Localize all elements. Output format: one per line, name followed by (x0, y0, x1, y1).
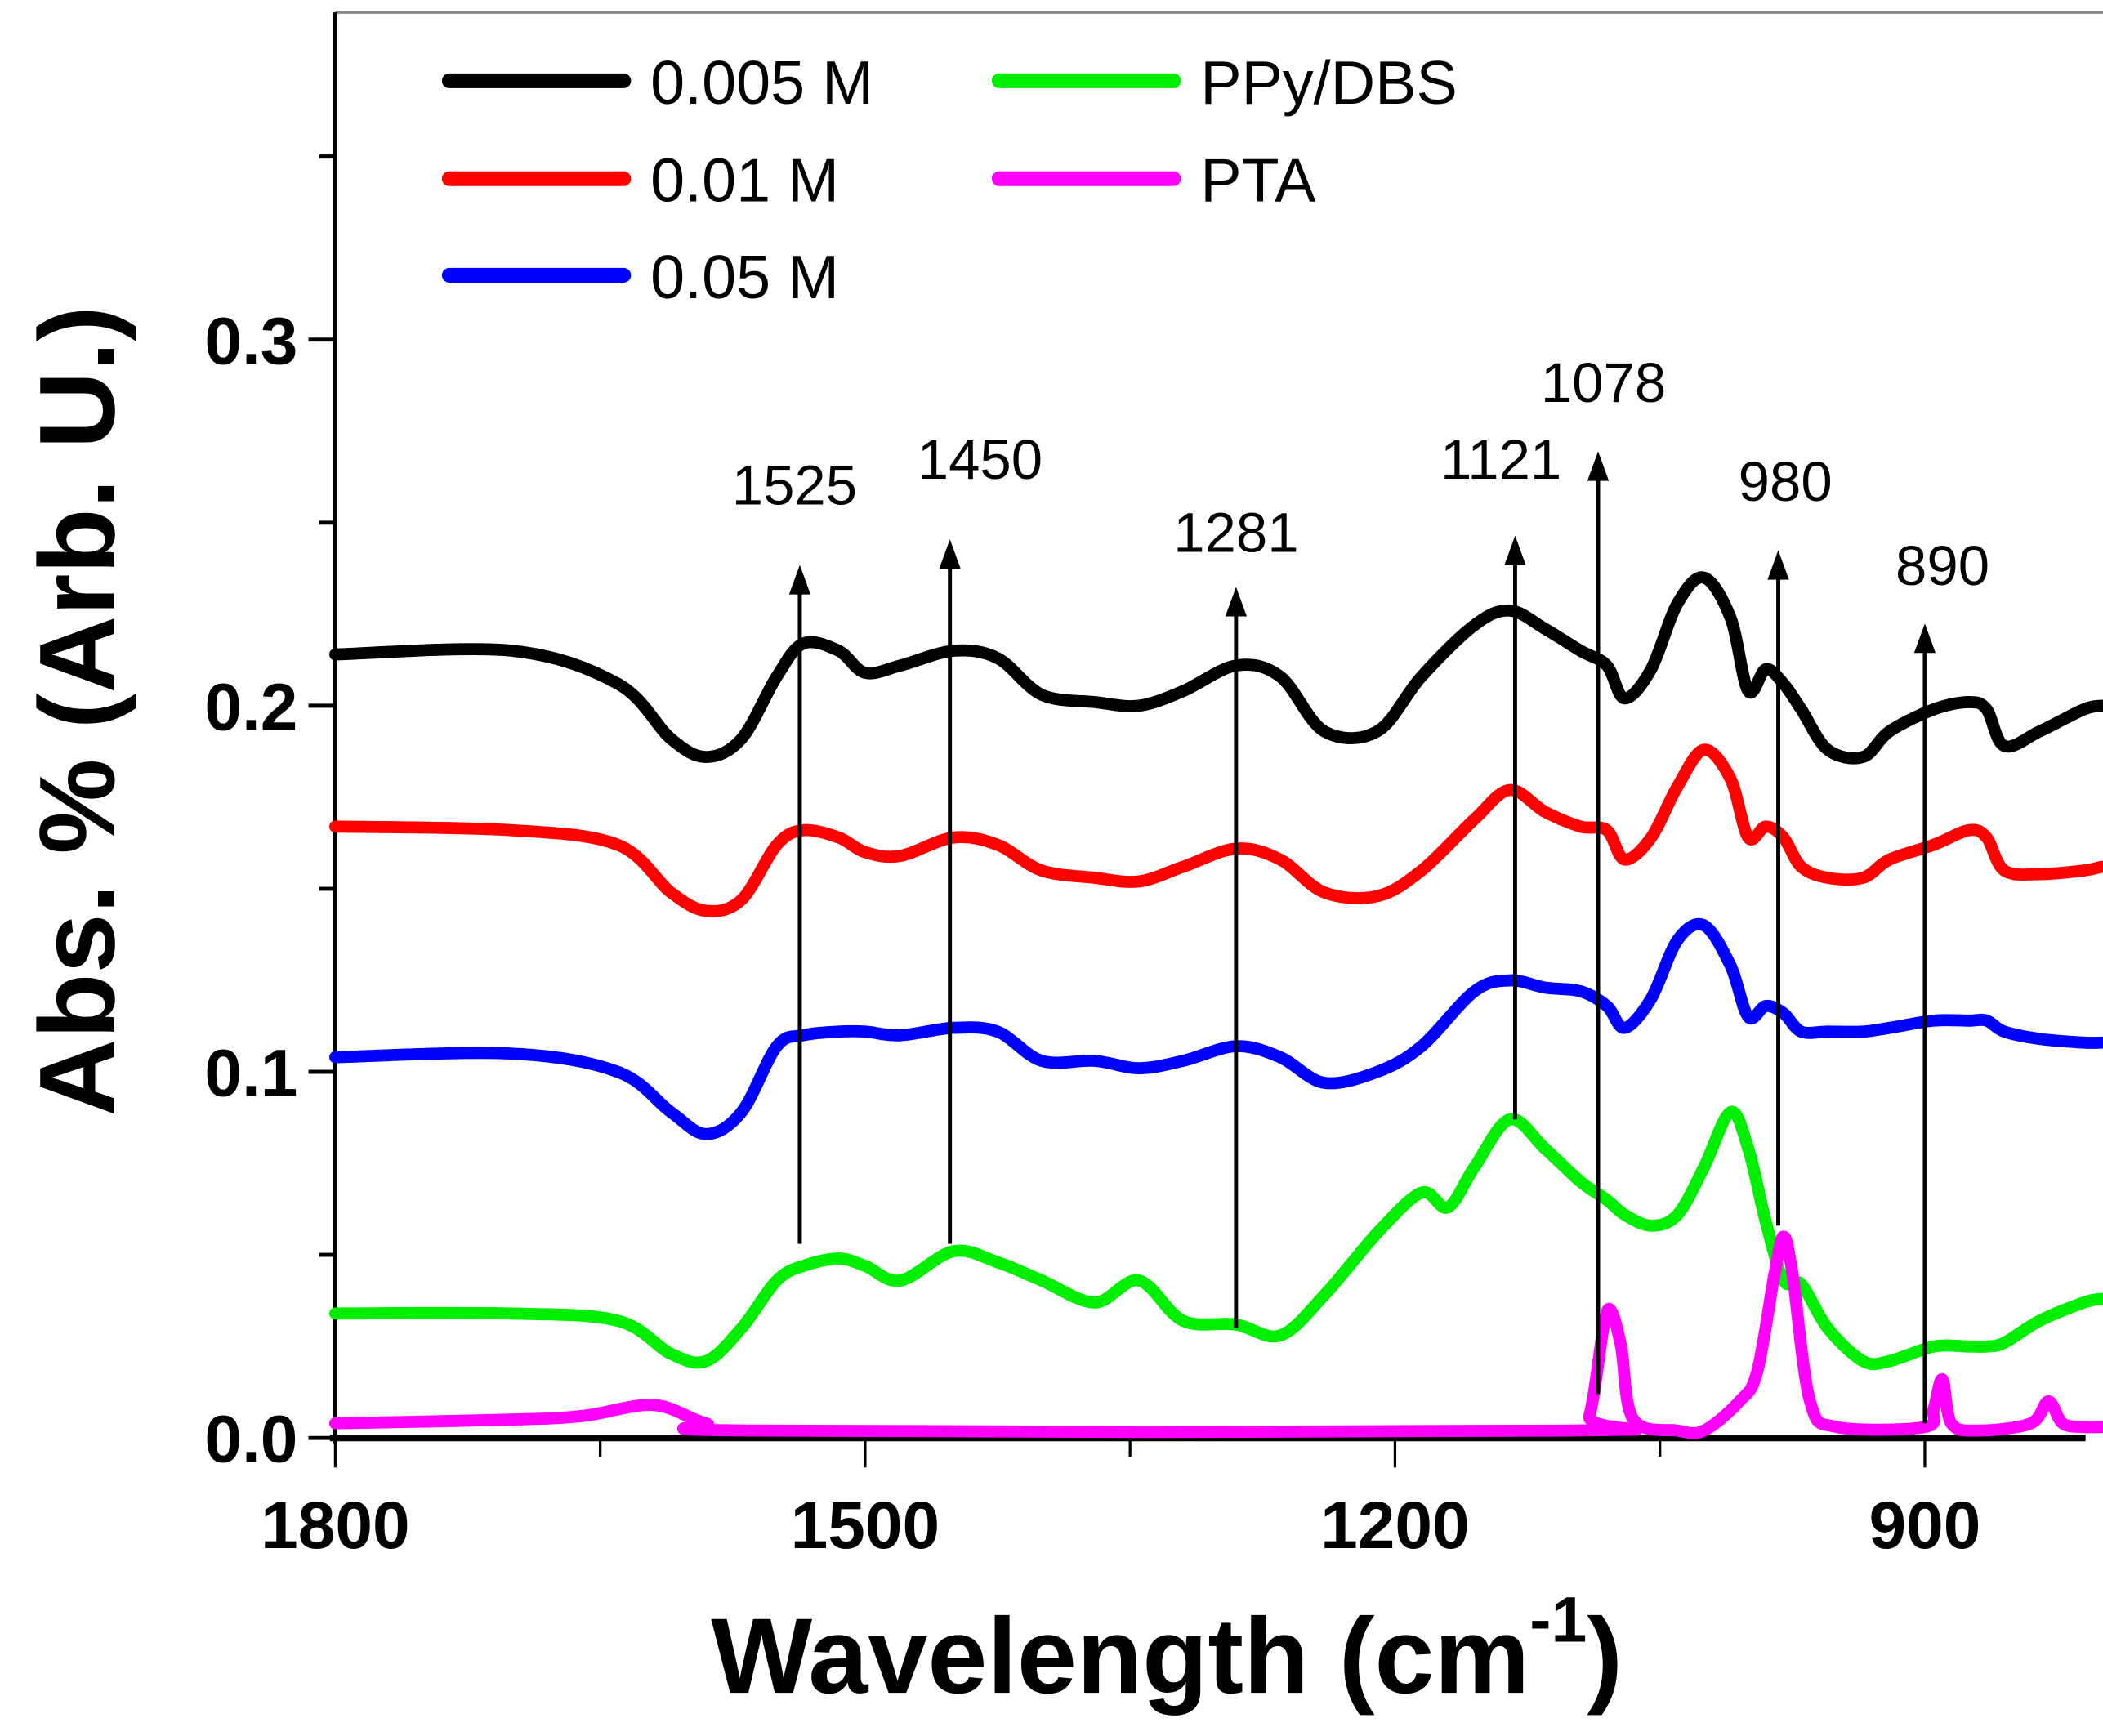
arrowhead-icon (1767, 550, 1789, 580)
legend-item: 0.05 M (441, 243, 839, 312)
plot-frame (329, 11, 2103, 1444)
annotation-label: 890 (1895, 534, 1989, 597)
legend-label: 0.05 M (650, 243, 839, 312)
legend-item: 0.005 M (441, 49, 873, 118)
series-line-ppy-dbs (329, 1105, 2103, 1371)
annotation-label: 1281 (1173, 502, 1298, 565)
peak-annotations: 1525 1450 1281 1121 1078 980 890 (732, 351, 1989, 1424)
annotation-label: 1078 (1541, 351, 1666, 414)
x-axis-title: Wavelength (cm-1) (711, 1584, 1623, 1716)
y-tick-label: 0.2 (204, 670, 297, 744)
axis-ticks: 1800 1500 1200 900 0.0 0.1 0.2 0.3 (204, 154, 1980, 1563)
series-line-0-005-m (329, 571, 2103, 765)
y-tick-label: 0.1 (204, 1037, 297, 1111)
legend-label: 0.005 M (650, 49, 873, 118)
x-tick-label: 900 (1869, 1488, 1980, 1563)
series-lines (329, 571, 2103, 1439)
legend-item: PPy/DBS (991, 49, 1458, 118)
legend-item: 0.01 M (441, 147, 839, 216)
y-axis-title: Abs. % (Arb. U.) (17, 306, 137, 1116)
legend-label: PTA (1200, 147, 1316, 216)
legend-label: PPy/DBS (1200, 49, 1458, 118)
series-line-0-05-m (329, 917, 2103, 1140)
arrowhead-icon (1913, 623, 1936, 654)
y-tick-label: 0.3 (204, 304, 297, 378)
arrowhead-icon (1225, 587, 1248, 617)
annotation-label: 1525 (732, 453, 857, 516)
annotation-label: 980 (1739, 450, 1833, 513)
legend-item: PTA (991, 147, 1316, 216)
arrowhead-icon (1504, 535, 1526, 565)
legend: 0.005 M 0.01 M 0.05 M PPy/DBS PTA (441, 49, 1458, 312)
x-tick-label: 1500 (791, 1488, 940, 1563)
x-tick-label: 1200 (1320, 1488, 1470, 1563)
y-tick-label: 0.0 (204, 1403, 297, 1477)
annotation-label: 1450 (918, 428, 1043, 491)
series-line-0-01-m (329, 743, 2103, 917)
x-tick-label: 1800 (261, 1488, 410, 1563)
series-line-pta (329, 1230, 2103, 1439)
legend-label: 0.01 M (650, 147, 839, 216)
arrowhead-icon (788, 565, 811, 595)
annotation-label: 1121 (1440, 428, 1561, 491)
arrowhead-icon (1587, 451, 1610, 481)
arrowhead-icon (939, 539, 961, 569)
